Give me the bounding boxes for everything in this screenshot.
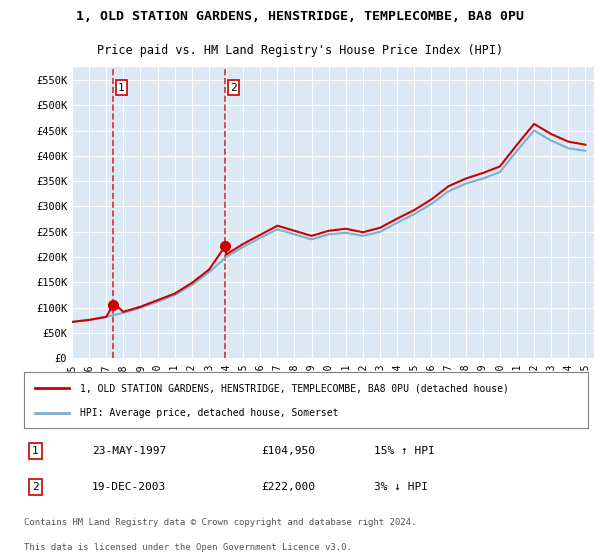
Text: 2: 2 <box>230 82 237 92</box>
Text: 1, OLD STATION GARDENS, HENSTRIDGE, TEMPLECOMBE, BA8 0PU (detached house): 1, OLD STATION GARDENS, HENSTRIDGE, TEMP… <box>80 383 509 393</box>
Text: 15% ↑ HPI: 15% ↑ HPI <box>374 446 434 456</box>
Text: 19-DEC-2003: 19-DEC-2003 <box>92 482 166 492</box>
Text: 3% ↓ HPI: 3% ↓ HPI <box>374 482 428 492</box>
Text: 1: 1 <box>32 446 38 456</box>
Text: Contains HM Land Registry data © Crown copyright and database right 2024.: Contains HM Land Registry data © Crown c… <box>24 517 416 527</box>
Text: 1: 1 <box>118 82 125 92</box>
Text: Price paid vs. HM Land Registry's House Price Index (HPI): Price paid vs. HM Land Registry's House … <box>97 44 503 57</box>
Text: £222,000: £222,000 <box>261 482 315 492</box>
Text: £104,950: £104,950 <box>261 446 315 456</box>
Text: HPI: Average price, detached house, Somerset: HPI: Average price, detached house, Some… <box>80 408 339 418</box>
Text: 1, OLD STATION GARDENS, HENSTRIDGE, TEMPLECOMBE, BA8 0PU: 1, OLD STATION GARDENS, HENSTRIDGE, TEMP… <box>76 10 524 24</box>
Text: 23-MAY-1997: 23-MAY-1997 <box>92 446 166 456</box>
Text: This data is licensed under the Open Government Licence v3.0.: This data is licensed under the Open Gov… <box>24 543 352 552</box>
Text: 2: 2 <box>32 482 38 492</box>
